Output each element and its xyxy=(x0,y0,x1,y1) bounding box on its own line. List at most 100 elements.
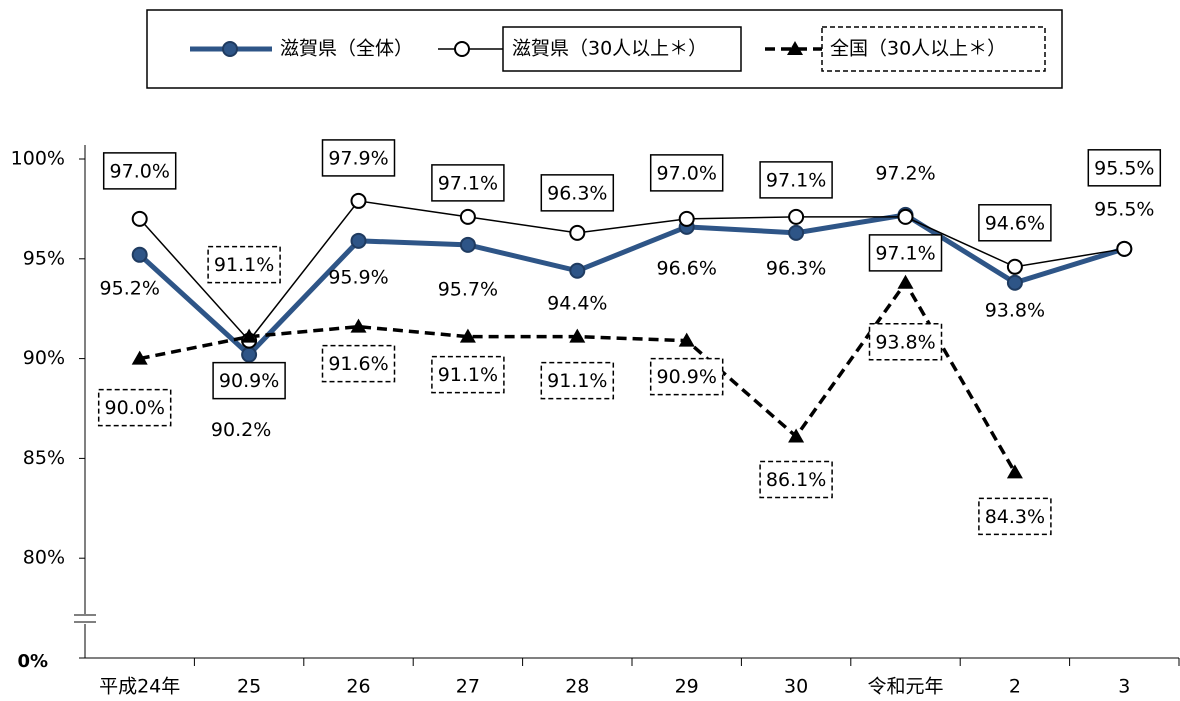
y-tick-label: 80% xyxy=(23,547,65,569)
x-tick-label: 29 xyxy=(675,676,699,698)
data-point xyxy=(459,236,476,253)
label-box xyxy=(207,245,281,284)
label-box xyxy=(431,164,505,202)
data-point xyxy=(569,328,586,343)
x-tick-label: 25 xyxy=(237,676,261,698)
label-box xyxy=(868,323,943,361)
data-label: 90.9% xyxy=(657,366,717,388)
data-label: 97.0% xyxy=(657,162,717,184)
label-box xyxy=(321,139,396,177)
data-label: 91.1% xyxy=(438,364,498,386)
data-label: 91.6% xyxy=(328,353,388,375)
data-label: 95.5% xyxy=(1094,157,1154,179)
data-point xyxy=(1006,274,1023,291)
axis-break-gap xyxy=(82,614,88,624)
y-tick-label: 85% xyxy=(23,447,65,469)
data-label: 96.3% xyxy=(547,182,607,204)
data-label: 90.0% xyxy=(105,397,165,419)
data-point xyxy=(350,232,367,249)
x-tick-label: 28 xyxy=(565,676,589,698)
data-point xyxy=(788,428,805,443)
data-label: 95.7% xyxy=(438,278,498,300)
data-label: 95.5% xyxy=(1094,198,1154,220)
data-point xyxy=(1116,240,1133,257)
data-label: 97.2% xyxy=(875,162,935,184)
x-tick-label: 令和元年 xyxy=(867,676,943,698)
x-tick-label: 平成24年 xyxy=(99,676,180,698)
label-box xyxy=(978,497,1052,536)
x-tick-label: 26 xyxy=(346,676,370,698)
data-label: 90.9% xyxy=(219,370,279,392)
data-point xyxy=(678,332,695,347)
label-box xyxy=(649,154,724,192)
data-label: 97.1% xyxy=(438,172,498,194)
data-point xyxy=(131,350,148,365)
data-label: 90.2% xyxy=(211,419,271,441)
data-label: 97.0% xyxy=(110,160,170,182)
data-label: 95.9% xyxy=(328,266,388,288)
data-point xyxy=(459,328,476,343)
x-tick-label: 27 xyxy=(456,676,480,698)
data-label: 95.2% xyxy=(100,277,160,299)
series-line xyxy=(138,212,1126,359)
label-box xyxy=(540,361,615,400)
data-point xyxy=(569,262,586,279)
x-tick-label: 2 xyxy=(1009,676,1021,698)
label-box xyxy=(97,388,172,427)
data-point xyxy=(131,210,148,227)
data-point xyxy=(788,224,805,241)
data-label: 91.1% xyxy=(547,370,607,392)
y-tick-label: 0% xyxy=(17,651,48,672)
data-label: 96.6% xyxy=(657,257,717,279)
data-point xyxy=(350,318,367,333)
legend-marker xyxy=(787,41,803,55)
legend-label: 滋賀県（全体） xyxy=(280,38,413,60)
data-label: 96.3% xyxy=(766,257,826,279)
label-box xyxy=(759,161,833,199)
data-label: 94.4% xyxy=(547,292,607,314)
legend-label-box xyxy=(821,26,1046,72)
label-box xyxy=(321,344,396,383)
data-point xyxy=(1006,464,1023,479)
x-tick-label: 3 xyxy=(1118,676,1130,698)
data-label: 97.9% xyxy=(328,147,388,169)
label-box xyxy=(1087,149,1162,187)
data-label: 93.8% xyxy=(985,299,1045,321)
data-label: 97.1% xyxy=(875,242,935,264)
data-point xyxy=(678,210,695,227)
data-point xyxy=(131,246,148,263)
data-label: 94.6% xyxy=(985,212,1045,234)
legend-label: 滋賀県（30人以上＊） xyxy=(512,38,707,60)
data-point xyxy=(788,208,805,225)
y-tick-label: 95% xyxy=(23,247,65,269)
data-label: 93.8% xyxy=(875,331,935,353)
data-label: 97.1% xyxy=(766,169,826,191)
data-point xyxy=(897,208,914,225)
data-point xyxy=(897,274,914,289)
label-box xyxy=(431,355,505,394)
legend-box xyxy=(146,9,1063,89)
data-label: 91.1% xyxy=(214,254,274,276)
legend-label-box xyxy=(502,26,742,72)
label-box xyxy=(868,234,943,272)
data-point xyxy=(241,346,258,363)
series-line xyxy=(139,200,1125,342)
legend-marker xyxy=(222,41,238,57)
x-tick-label: 30 xyxy=(784,676,808,698)
legend-marker xyxy=(454,41,470,57)
data-point xyxy=(241,328,258,343)
data-label: 84.3% xyxy=(985,506,1045,528)
label-box xyxy=(540,174,615,212)
data-point xyxy=(350,192,367,209)
label-box xyxy=(759,460,833,499)
data-label: 86.1% xyxy=(766,469,826,491)
label-box xyxy=(649,357,724,396)
legend-label: 全国（30人以上＊） xyxy=(830,38,1006,60)
data-point xyxy=(459,208,476,225)
label-box xyxy=(212,361,286,400)
y-tick-label: 90% xyxy=(23,347,65,369)
label-box xyxy=(978,204,1052,242)
data-point xyxy=(569,224,586,241)
y-tick-label: 100% xyxy=(11,148,65,170)
